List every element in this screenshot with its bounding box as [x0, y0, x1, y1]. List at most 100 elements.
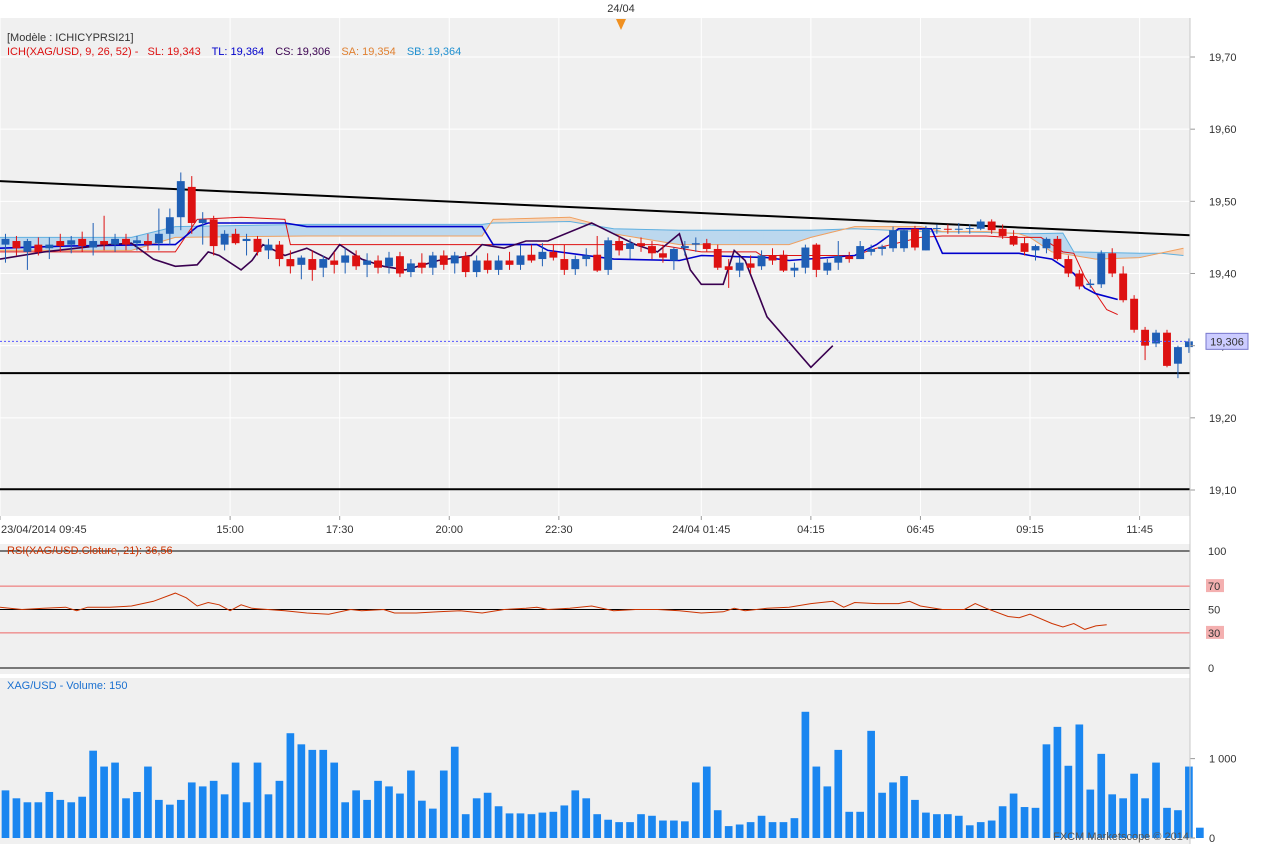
rsi-panel[interactable]: RSI(XAG/USD.Cloture, 21): 36,56 100 70 50 3…	[0, 544, 1226, 675]
cloud-segment	[774, 229, 779, 245]
time-tick-labels: 23/04/2014 09:45 15:00 17:30 20:00 22:30 24/0…	[0, 516, 1153, 536]
price-tick-label: 19,60	[1209, 124, 1237, 136]
volume-panel[interactable]: XAG/USD - Volume: 150 1 000 0 FXCM Market…	[0, 678, 1237, 844]
cloud-segment	[753, 229, 757, 245]
cloud-segment	[624, 228, 628, 237]
volume-bar	[1009, 793, 1018, 838]
volume-bar	[867, 730, 875, 838]
cloud-segment	[531, 217, 535, 223]
volume-bar	[1097, 753, 1106, 838]
volume-bar	[461, 814, 470, 838]
volume-bar	[122, 798, 130, 838]
watermark: FXCM Marketscope © 2014	[1053, 831, 1189, 843]
candle-body	[67, 240, 76, 245]
volume-bar	[330, 762, 339, 838]
cloud-segment	[1089, 251, 1094, 259]
candle-body	[1086, 283, 1095, 286]
cloud-segment	[550, 217, 554, 223]
candle-body	[143, 241, 152, 245]
volume-bar	[220, 794, 229, 838]
volume-bar	[549, 811, 558, 838]
legend-cs: CS: 19,306	[275, 46, 330, 58]
cloud-segment	[292, 224, 297, 237]
cloud-segment	[640, 229, 645, 240]
cloud-segment	[295, 224, 299, 237]
volume-bar	[352, 790, 360, 838]
cloud-segment	[268, 224, 272, 237]
cloud-segment	[43, 237, 47, 251]
legend-prefix: ICH(XAG/USD, 9, 26, 52) -	[7, 46, 139, 58]
candle-body	[297, 257, 306, 265]
volume-bar	[407, 770, 415, 838]
time-tick-label: 11:45	[1126, 524, 1153, 536]
candle-body	[45, 244, 54, 249]
volume-bar	[659, 820, 667, 838]
cloud-segment	[514, 218, 519, 223]
cloud-segment	[205, 225, 209, 238]
cloud-segment	[276, 224, 280, 237]
candle-body	[231, 233, 240, 244]
cloud-segment	[659, 229, 664, 243]
cloud-segment	[1117, 252, 1121, 259]
candle-body	[549, 251, 558, 258]
cloud-segment	[802, 229, 806, 241]
candle-body	[560, 259, 569, 270]
volume-bar	[1130, 773, 1138, 838]
cloud-segment	[273, 224, 277, 237]
candle-body	[724, 266, 733, 270]
volume-bar	[615, 822, 623, 838]
volume-bars	[1, 711, 1204, 838]
candle-body	[921, 228, 930, 251]
top-date-marker[interactable]: 24/04	[607, 3, 635, 30]
rsi-tick-label: 100	[1208, 546, 1226, 558]
volume-bar	[1119, 798, 1127, 838]
candle-body	[1042, 238, 1051, 249]
candle-body	[680, 246, 689, 249]
candle-body	[1108, 253, 1117, 274]
volume-bar	[264, 794, 273, 838]
candle-body	[220, 233, 229, 245]
candle-body	[932, 228, 941, 230]
volume-bar	[428, 808, 437, 838]
cloud-segment	[558, 217, 562, 223]
volume-bar	[78, 796, 87, 838]
legend-sl: SL: 19,343	[148, 46, 201, 58]
volume-legend: XAG/USD - Volume: 150	[7, 680, 127, 692]
time-tick-label: 09:15	[1016, 524, 1044, 536]
volume-bar	[176, 799, 185, 838]
volume-bar	[1064, 765, 1073, 838]
cloud-segment	[766, 229, 771, 245]
volume-bar	[1053, 726, 1062, 838]
cloud-segment	[772, 229, 776, 245]
cloud-segment	[240, 225, 245, 237]
candle-body	[428, 255, 437, 268]
cloud-segment	[662, 229, 666, 243]
volume-bar	[648, 815, 656, 838]
cloud-segment	[632, 228, 636, 238]
rsi-tick-label: 30	[1208, 628, 1220, 640]
cloud-segment	[561, 217, 565, 223]
volume-bar	[12, 798, 21, 838]
cloud-segment	[533, 217, 538, 223]
rsi-tick-badge	[1206, 625, 1224, 639]
volume-bar	[746, 822, 755, 838]
rsi-tick-label: 70	[1208, 581, 1220, 593]
cloud-segment	[520, 218, 524, 223]
cloud-segment	[290, 224, 294, 237]
volume-bar	[275, 780, 284, 838]
volume-bar	[1141, 798, 1149, 838]
candle-body	[154, 233, 163, 244]
volume-bar	[209, 780, 218, 838]
cloud-segment	[257, 224, 261, 237]
volume-bar	[889, 782, 897, 838]
model-label: [Modèle : ICHICYPRSI21]	[7, 32, 134, 44]
cloud-segment	[805, 229, 809, 240]
volume-bar	[1075, 724, 1084, 838]
cloud-segment	[51, 237, 56, 251]
cloud-segment	[700, 229, 705, 245]
candle-body	[133, 240, 141, 244]
candle-body	[571, 259, 580, 270]
cloud-segment	[744, 229, 749, 245]
